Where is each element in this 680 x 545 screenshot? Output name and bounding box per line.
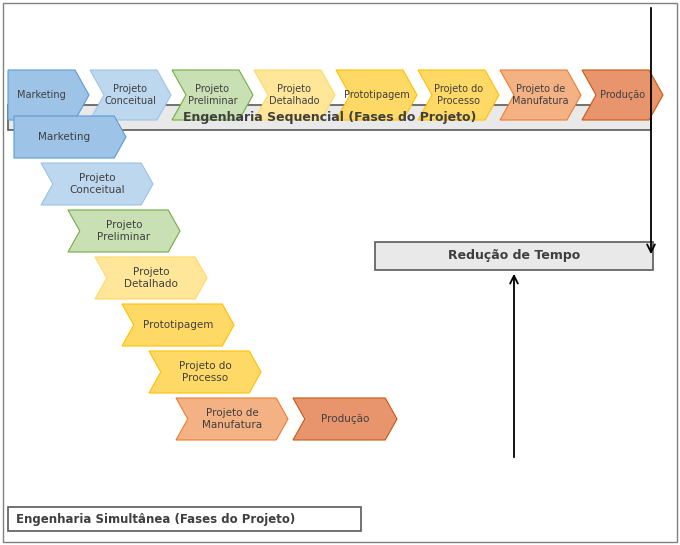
Polygon shape bbox=[293, 398, 397, 440]
Text: Projeto
Preliminar: Projeto Preliminar bbox=[188, 84, 237, 106]
Bar bbox=[375, 242, 653, 270]
Text: Engenharia Sequencial (Fases do Projeto): Engenharia Sequencial (Fases do Projeto) bbox=[183, 111, 476, 124]
Text: Projeto
Detalhado: Projeto Detalhado bbox=[124, 267, 178, 289]
Polygon shape bbox=[500, 70, 581, 120]
Text: Marketing: Marketing bbox=[17, 90, 66, 100]
Polygon shape bbox=[172, 70, 253, 120]
Text: Projeto do
Processo: Projeto do Processo bbox=[434, 84, 483, 106]
Text: Prototipagem: Prototipagem bbox=[143, 320, 214, 330]
Polygon shape bbox=[582, 70, 663, 120]
Polygon shape bbox=[336, 70, 417, 120]
Polygon shape bbox=[8, 70, 89, 120]
Polygon shape bbox=[149, 351, 261, 393]
Bar bbox=[8, 105, 651, 130]
Bar bbox=[8, 507, 361, 531]
Text: Projeto
Conceitual: Projeto Conceitual bbox=[105, 84, 156, 106]
Text: Redução de Tempo: Redução de Tempo bbox=[448, 250, 580, 263]
Polygon shape bbox=[418, 70, 499, 120]
Text: Engenharia Simultânea (Fases do Projeto): Engenharia Simultânea (Fases do Projeto) bbox=[16, 512, 295, 525]
Text: Projeto de
Manufatura: Projeto de Manufatura bbox=[512, 84, 568, 106]
Text: Projeto
Preliminar: Projeto Preliminar bbox=[97, 220, 150, 242]
Text: Marketing: Marketing bbox=[38, 132, 90, 142]
Polygon shape bbox=[176, 398, 288, 440]
Text: Prototipagem: Prototipagem bbox=[343, 90, 409, 100]
Polygon shape bbox=[95, 257, 207, 299]
Polygon shape bbox=[122, 304, 234, 346]
Polygon shape bbox=[90, 70, 171, 120]
Polygon shape bbox=[14, 116, 126, 158]
Text: Projeto do
Processo: Projeto do Processo bbox=[179, 361, 231, 383]
Polygon shape bbox=[68, 210, 180, 252]
Text: Produção: Produção bbox=[321, 414, 369, 424]
Polygon shape bbox=[41, 163, 153, 205]
Text: Projeto de
Manufatura: Projeto de Manufatura bbox=[202, 408, 262, 430]
Polygon shape bbox=[254, 70, 335, 120]
Text: Projeto
Detalhado: Projeto Detalhado bbox=[269, 84, 320, 106]
Text: Produção: Produção bbox=[600, 90, 645, 100]
Text: Projeto
Conceitual: Projeto Conceitual bbox=[69, 173, 125, 195]
